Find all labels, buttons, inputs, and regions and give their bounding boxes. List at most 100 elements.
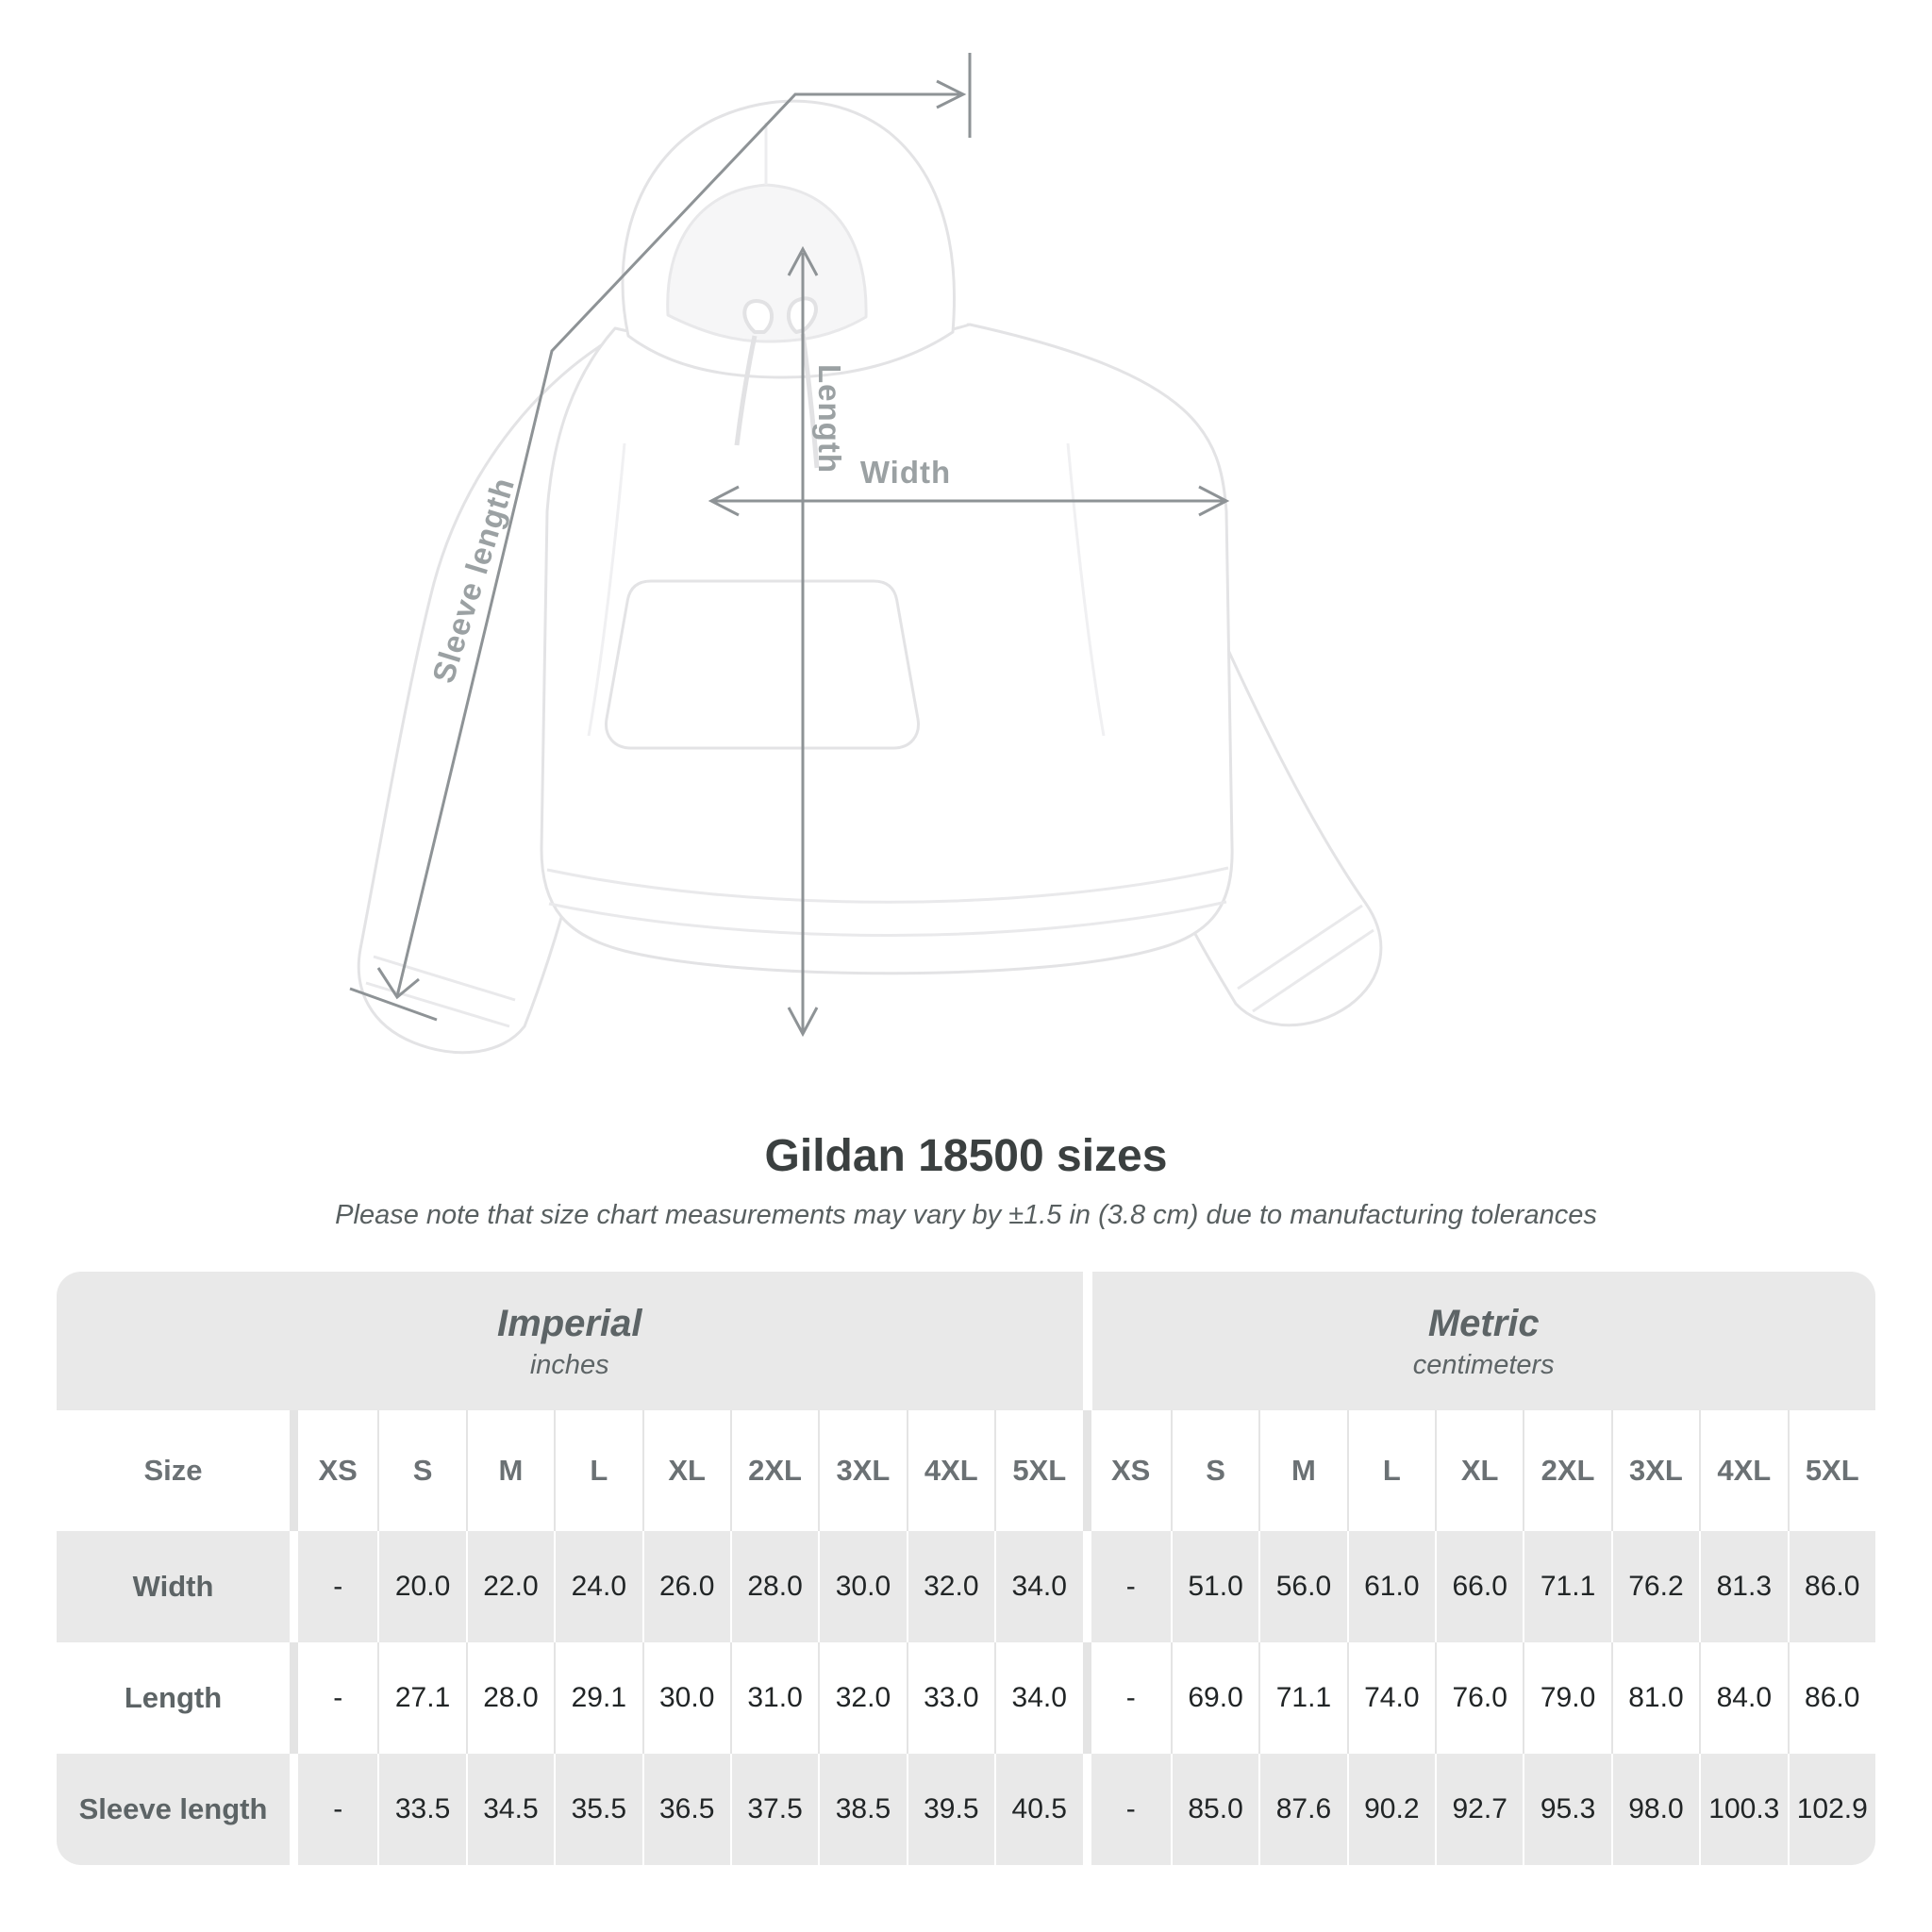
measurement-cell: 98.0	[1610, 1754, 1700, 1865]
row-label: Sleeve length	[57, 1754, 290, 1865]
hoodie-measurement-diagram	[349, 53, 1383, 1055]
hoodie-image	[357, 99, 1383, 1055]
measurement-cell: 33.5	[377, 1754, 466, 1865]
measurement-row: Sleeve length -33.5 34.5 35.5 36.5 37.5 38.5 39…	[57, 1754, 1875, 1865]
measurement-cell: 36.5	[641, 1754, 730, 1865]
measurement-cell: 79.0	[1523, 1642, 1611, 1754]
metric-group-header: Metric centimeters	[1082, 1272, 1875, 1410]
hoodie-left-cuff	[365, 955, 516, 1028]
metric-group-label: Metric	[1427, 1302, 1540, 1344]
width-arrow	[708, 485, 1230, 517]
measurement-cell: 20.0	[377, 1531, 466, 1642]
hoodie-drawstring-bow	[742, 296, 818, 334]
measurement-cell: 28.0	[465, 1642, 555, 1754]
measurement-cell: 34.0	[994, 1531, 1083, 1642]
measurement-row: Length -27.1 28.0 29.1 30.0 31.0 32.0 33.0 34.0-…	[57, 1642, 1875, 1754]
metric-unit-label: centimeters	[1412, 1349, 1555, 1380]
measurement-cell: -	[290, 1642, 378, 1754]
size-col-header: 5XL	[1787, 1410, 1875, 1531]
measurement-cell: 71.1	[1258, 1642, 1347, 1754]
size-col-header: XL	[641, 1410, 730, 1531]
measurement-cell: 38.5	[818, 1754, 907, 1865]
measurement-cell: 84.0	[1699, 1642, 1788, 1754]
measurement-cell: 27.1	[377, 1642, 466, 1754]
measurement-cell: 81.3	[1699, 1531, 1788, 1642]
measurement-cell: 69.0	[1170, 1642, 1259, 1754]
measurement-cell: 90.2	[1346, 1754, 1435, 1865]
measurement-cell: 28.0	[729, 1531, 819, 1642]
hoodie-drawstring	[734, 333, 820, 469]
measurement-cell: 95.3	[1523, 1754, 1611, 1865]
size-col-header: L	[554, 1410, 642, 1531]
imperial-group-header: Imperial inches	[57, 1272, 1083, 1410]
measurement-cell: 92.7	[1435, 1754, 1524, 1865]
measurement-cell: 85.0	[1170, 1754, 1259, 1865]
hoodie-hem-seam	[546, 866, 1229, 904]
length-arrow	[787, 245, 819, 1038]
length-dimension-label: Length	[812, 364, 847, 474]
measurement-cell: 66.0	[1435, 1531, 1524, 1642]
measurement-cell: 31.0	[729, 1642, 819, 1754]
imperial-group-label: Imperial	[497, 1302, 642, 1344]
measurement-cell: 51.0	[1170, 1531, 1259, 1642]
size-col-header: L	[1346, 1410, 1435, 1531]
measurement-cell: 37.5	[729, 1754, 819, 1865]
measurement-cell: 71.1	[1523, 1531, 1611, 1642]
measurement-cell: 40.5	[994, 1754, 1083, 1865]
size-col-header: M	[465, 1410, 555, 1531]
measurement-cell: 76.0	[1435, 1642, 1524, 1754]
measurement-cell: 34.5	[465, 1754, 555, 1865]
tolerance-note: Please note that size chart measurements…	[335, 1200, 1597, 1230]
size-col-header: 4XL	[1699, 1410, 1788, 1531]
measurement-cell: 32.0	[818, 1642, 907, 1754]
page-title: Gildan 18500 sizes	[764, 1131, 1168, 1181]
hoodie-armhole-seam	[1066, 442, 1106, 737]
measurement-row: Width -20.0 22.0 24.0 26.0 28.0 30.0 32.0 34.0-5…	[57, 1531, 1875, 1642]
measurement-cell: 74.0	[1346, 1642, 1435, 1754]
size-col-header: S	[377, 1410, 466, 1531]
measurement-cell: 32.0	[906, 1531, 994, 1642]
measurement-cell: 87.6	[1258, 1754, 1347, 1865]
size-table-body: Width -20.0 22.0 24.0 26.0 28.0 30.0 32.0 34.0-5…	[57, 1531, 1875, 1865]
measurement-annotations	[349, 53, 1230, 1038]
measurement-cell: 86.0	[1787, 1531, 1875, 1642]
size-col-header: 2XL	[1523, 1410, 1611, 1531]
measurement-cell: -	[1082, 1642, 1171, 1754]
hoodie-hood-opening	[666, 183, 868, 343]
size-col-header: XS	[290, 1410, 378, 1531]
measurement-cell: 29.1	[554, 1642, 642, 1754]
measurement-cell: -	[290, 1531, 378, 1642]
size-col-header: 3XL	[1610, 1410, 1700, 1531]
measurement-cell: 86.0	[1787, 1642, 1875, 1754]
measurement-cell: 81.0	[1610, 1642, 1700, 1754]
sleeve-length-arrow	[349, 53, 972, 1022]
size-table: Imperial inches Metric centimeters Size …	[57, 1272, 1875, 1865]
unit-group-row: Imperial inches Metric centimeters	[57, 1272, 1875, 1410]
hoodie-pocket	[605, 579, 920, 750]
measurement-cell: 33.0	[906, 1642, 994, 1754]
measurement-cell: 102.9	[1787, 1754, 1875, 1865]
size-col-header: M	[1258, 1410, 1347, 1531]
measurement-cell: -	[1082, 1531, 1171, 1642]
measurement-cell: 39.5	[906, 1754, 994, 1865]
size-col-header: XL	[1435, 1410, 1524, 1531]
measurement-cell: 34.0	[994, 1642, 1083, 1754]
size-col-header: 4XL	[906, 1410, 994, 1531]
width-dimension-label: Width	[859, 455, 952, 490]
size-corner-header: Size	[57, 1410, 290, 1531]
size-col-header: 2XL	[729, 1410, 819, 1531]
size-col-header: XS	[1082, 1410, 1171, 1531]
measurement-cell: 35.5	[554, 1754, 642, 1865]
measurement-cell: 76.2	[1610, 1531, 1700, 1642]
measurement-cell: 56.0	[1258, 1531, 1347, 1642]
size-col-header: 3XL	[818, 1410, 907, 1531]
size-table-container: Imperial inches Metric centimeters Size …	[57, 1272, 1875, 1865]
hoodie-right-cuff	[1237, 904, 1374, 1013]
size-header-row: Size XS S M L XL 2XL 3XL 4XL 5XL XS S M L XL 2XL 3XL 4XL…	[57, 1410, 1875, 1531]
hoodie-hem-seam	[548, 900, 1227, 937]
measurement-cell: 61.0	[1346, 1531, 1435, 1642]
measurement-cell: 22.0	[465, 1531, 555, 1642]
measurement-cell: 100.3	[1699, 1754, 1788, 1865]
measurement-cell: 24.0	[554, 1531, 642, 1642]
measurement-cell: 30.0	[641, 1642, 730, 1754]
